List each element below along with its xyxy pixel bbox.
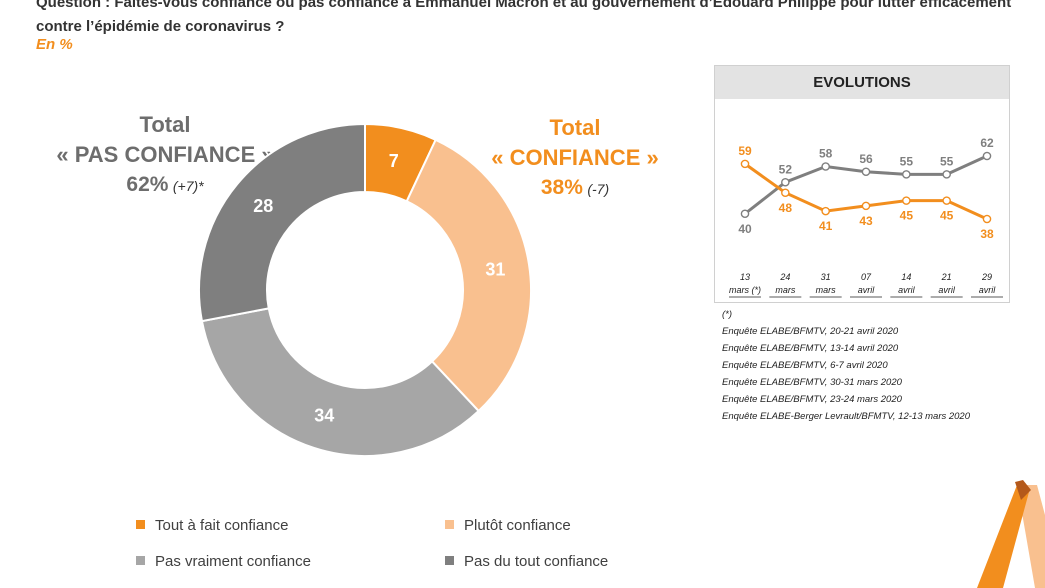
- data-label: 43: [859, 214, 873, 228]
- data-point: [942, 196, 951, 205]
- slice-value-label: 7: [389, 151, 399, 171]
- total-confiance: Total « CONFIANCE » 38% (-7): [480, 113, 670, 203]
- source-note: Enquête ELABE/BFMTV, 30-31 mars 2020: [722, 377, 902, 388]
- legend-plutot: Plutôt confiance: [445, 517, 571, 534]
- total-neg-change: (+7)*: [172, 178, 204, 194]
- total-neg-line1: Total: [139, 112, 191, 137]
- source-note: Enquête ELABE/BFMTV, 6-7 avril 2020: [722, 360, 888, 371]
- data-label: 41: [819, 219, 833, 233]
- x-tick-label: 07: [861, 272, 872, 282]
- unit-label: En %: [36, 36, 73, 53]
- total-neg-line2: « PAS CONFIANCE »: [56, 142, 274, 167]
- total-pos-line2: « CONFIANCE »: [491, 145, 659, 170]
- evolutions-panel: EVOLUTIONS 13 mars (*) 24 mars 31 mars 07 avril…: [714, 65, 1010, 303]
- source-note: Enquête ELABE-Berger Levrault/BFMTV, 12-…: [722, 411, 971, 422]
- data-point: [902, 196, 911, 205]
- legend-label: Pas vraiment confiance: [155, 553, 311, 570]
- evolutions-line-chart: 13 mars (*) 24 mars 31 mars 07 avril 14 avril 21 av…: [729, 136, 1003, 298]
- data-point: [861, 201, 871, 211]
- legend-label: Plutôt confiance: [464, 517, 571, 534]
- slice-value-label: 31: [485, 259, 505, 279]
- x-tick-label: 24: [779, 272, 790, 282]
- data-label: 38: [980, 227, 994, 241]
- legend-swatch: [445, 520, 454, 529]
- donut-chart: 7 31 34 28: [198, 122, 532, 457]
- legend-swatch: [136, 556, 145, 565]
- slice-pas-vraiment: [200, 307, 481, 457]
- data-label: 58: [819, 147, 833, 161]
- data-point: [781, 188, 790, 198]
- slice-value-label: 34: [314, 406, 334, 426]
- data-label: 62: [980, 136, 994, 150]
- data-label: 59: [738, 144, 752, 158]
- x-tick-label: 14: [901, 272, 911, 282]
- legend-label: Pas du tout confiance: [464, 553, 609, 570]
- data-point: [740, 159, 750, 169]
- legend-swatch: [136, 520, 145, 529]
- data-point: [982, 214, 992, 224]
- source-notes: (*) Enquête ELABE/BFMTV, 20-21 avril 202…: [722, 306, 970, 425]
- total-pos-change: (-7): [587, 181, 610, 197]
- slice-pas-du-tout: [198, 122, 366, 323]
- legend-swatch: [445, 556, 454, 565]
- x-tick-label: avril: [979, 285, 997, 295]
- data-label: 48: [779, 201, 793, 215]
- legend-tout-a-fait: Tout à fait confiance: [136, 517, 288, 534]
- data-point: [821, 162, 830, 171]
- slice-value-label: 28: [253, 196, 273, 216]
- legend-label: Tout à fait confiance: [155, 517, 289, 534]
- data-label: 40: [738, 222, 752, 236]
- data-point: [861, 167, 871, 177]
- x-tick-label: 21: [941, 272, 952, 282]
- data-label: 45: [940, 209, 954, 223]
- x-tick-label: avril: [938, 285, 956, 295]
- total-neg-value: 62%: [126, 173, 169, 196]
- data-point: [821, 206, 830, 216]
- slice-plutot: [405, 138, 532, 413]
- data-point: [902, 170, 911, 179]
- data-point: [942, 170, 951, 179]
- x-tick-label: 13: [740, 272, 750, 282]
- x-tick-label: 31: [821, 272, 831, 282]
- elabe-logo: [977, 480, 1045, 588]
- data-point: [982, 151, 992, 161]
- x-tick-label: mars: [775, 285, 795, 295]
- data-label: 55: [900, 154, 914, 168]
- data-point: [740, 209, 750, 219]
- legend-pas-vraiment: Pas vraiment confiance: [136, 553, 311, 570]
- x-tick-label: avril: [898, 285, 916, 295]
- total-pos-value: 38%: [540, 176, 583, 199]
- data-point: [781, 177, 790, 187]
- data-label: 56: [859, 152, 873, 166]
- footnote-marker: (*): [722, 309, 733, 320]
- evolutions-title: EVOLUTIONS: [715, 66, 1009, 99]
- source-note: Enquête ELABE/BFMTV, 23-24 mars 2020: [722, 394, 902, 405]
- data-label: 45: [900, 209, 914, 223]
- legend-pas-du-tout: Pas du tout confiance: [445, 553, 608, 570]
- x-tick-label: avril: [858, 285, 876, 295]
- question-text: Question : Faites-vous confiance ou pas …: [36, 0, 1012, 35]
- x-tick-label: mars: [816, 285, 836, 295]
- x-tick-label: 29: [981, 272, 992, 282]
- source-note: Enquête ELABE/BFMTV, 20-21 avril 2020: [722, 326, 899, 337]
- x-tick-label: mars (*): [729, 285, 761, 295]
- data-label: 55: [940, 154, 954, 168]
- total-pas-confiance: Total « PAS CONFIANCE » 62% (+7)*: [20, 110, 310, 200]
- source-note: Enquête ELABE/BFMTV, 13-14 avril 2020: [722, 343, 899, 354]
- total-pos-line1: Total: [549, 115, 601, 140]
- data-label: 52: [779, 162, 793, 176]
